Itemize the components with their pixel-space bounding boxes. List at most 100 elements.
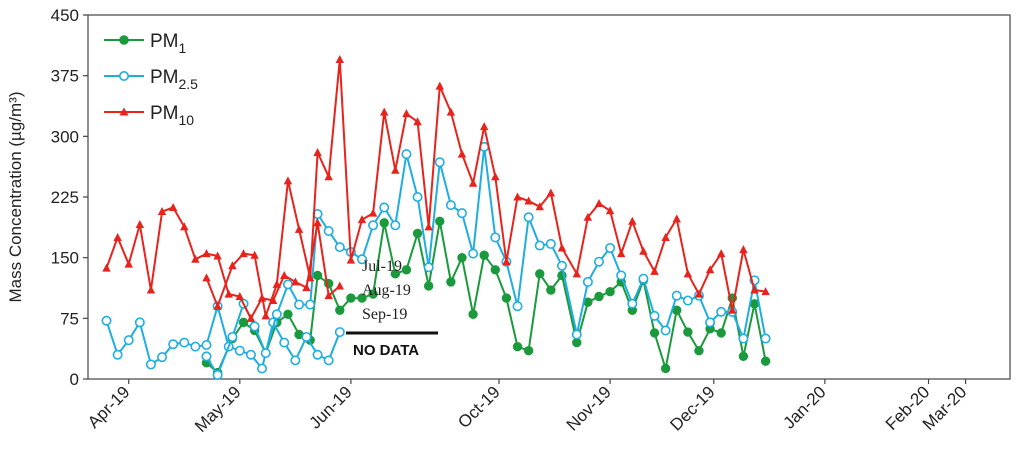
legend-sub-pm25: 2.5: [179, 76, 199, 92]
y-tick-label: 375: [51, 67, 79, 86]
data-point: [572, 337, 582, 348]
plot-area: [87, 14, 1011, 380]
data-point: [738, 333, 749, 344]
data-point: [212, 369, 223, 380]
data-point: [227, 331, 238, 342]
data-point: [302, 283, 311, 292]
data-point: [728, 305, 737, 314]
data-point: [305, 299, 316, 310]
data-point: [291, 277, 300, 286]
data-point: [490, 232, 501, 243]
data-point: [661, 232, 670, 241]
data-point: [390, 269, 401, 279]
data-point: [402, 109, 411, 118]
data-point: [446, 277, 456, 287]
data-point: [682, 295, 693, 306]
data-point: [694, 345, 704, 356]
data-point: [238, 317, 249, 328]
data-point: [101, 315, 112, 326]
data-point: [582, 276, 593, 287]
data-point: [224, 289, 233, 298]
data-point: [457, 149, 467, 158]
data-point: [380, 107, 389, 116]
legend-sub-pm1: 1: [179, 40, 187, 56]
x-axis: Apr-19 May-19 Jun-19 Oct-19 Nov-19 Dec-19 Jan-…: [84, 379, 970, 436]
data-point: [335, 281, 344, 290]
data-point: [605, 206, 615, 215]
data-point: [760, 333, 771, 344]
no-data-annotation: Jul-19 Aug-19 Sep-19 NO DATA: [346, 258, 438, 359]
data-point: [313, 218, 322, 227]
data-point: [628, 216, 637, 225]
data-point: [650, 266, 659, 275]
annotation-sep-19: Sep-19: [362, 306, 407, 323]
data-point: [456, 208, 467, 219]
data-point: [738, 351, 749, 362]
data-point: [457, 252, 467, 263]
data-point: [705, 317, 716, 328]
legend-marker-pm25: [119, 71, 130, 82]
x-tick-label: Oct-19: [454, 382, 504, 432]
x-tick-label: May-19: [191, 382, 245, 436]
data-point: [335, 305, 345, 315]
data-point: [694, 289, 704, 298]
data-point: [246, 313, 256, 322]
data-point: [435, 216, 445, 226]
data-point: [716, 306, 727, 317]
annotation-no-data: NO DATA: [353, 342, 419, 359]
data-point: [545, 238, 556, 249]
data-point: [750, 285, 759, 294]
data-point: [313, 148, 322, 157]
data-point: [279, 337, 290, 348]
data-point: [368, 220, 379, 231]
data-point: [145, 359, 156, 370]
annotation-aug-19: Aug-19: [362, 282, 411, 299]
data-point: [334, 242, 345, 253]
legend-marker-pm1: [119, 35, 129, 45]
y-tick-label: 225: [51, 188, 79, 207]
y-tick-label: 75: [60, 309, 79, 328]
data-point: [401, 149, 412, 160]
y-tick-label: 150: [51, 249, 79, 268]
legend: PM1 PM2.5 PM10: [104, 31, 198, 128]
data-point: [546, 188, 556, 197]
data-point: [523, 212, 534, 223]
data-point: [179, 337, 190, 348]
legend-marker-pm10: [119, 107, 129, 116]
data-point: [157, 207, 167, 216]
data-point: [556, 260, 567, 271]
data-point: [368, 208, 378, 217]
data-point: [513, 192, 522, 201]
data-point: [639, 246, 648, 255]
data-point: [594, 198, 604, 207]
data-point: [235, 291, 245, 300]
data-point: [649, 328, 660, 338]
data-point: [168, 203, 178, 212]
series-layer: [101, 54, 771, 380]
data-point: [305, 273, 315, 282]
data-point: [113, 232, 122, 241]
legend-item-pm25: PM2.5: [104, 67, 198, 92]
data-point: [468, 248, 479, 259]
data-point: [435, 81, 444, 90]
data-point: [423, 281, 434, 291]
y-tick-label: 300: [51, 127, 79, 146]
x-tick-label: Apr-19: [84, 382, 134, 432]
data-point: [324, 172, 333, 181]
data-point: [671, 290, 682, 301]
data-point: [135, 220, 145, 229]
x-tick-label: Dec-19: [666, 382, 718, 434]
data-point: [334, 327, 345, 338]
data-point: [123, 335, 134, 346]
y-tick-label: 450: [51, 6, 79, 25]
data-point: [368, 289, 378, 299]
data-point: [357, 293, 367, 303]
x-tick-label: Nov-19: [563, 382, 615, 434]
data-point: [379, 218, 389, 228]
data-point: [390, 220, 401, 231]
data-point: [112, 349, 123, 360]
data-point: [546, 285, 556, 295]
data-point: [512, 341, 523, 352]
data-point: [739, 245, 748, 254]
data-point: [534, 240, 545, 251]
